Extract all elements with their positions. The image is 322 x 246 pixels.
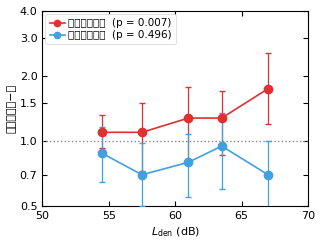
Legend: ：高感受性群  (p = 0.007), ：低感受性群  (p = 0.496): ：高感受性群 (p = 0.007), ：低感受性群 (p = 0.496) bbox=[45, 14, 176, 45]
Y-axis label: オッズ比（−）: オッズ比（−） bbox=[7, 84, 17, 133]
X-axis label: $L_\mathrm{den}$ (dB): $L_\mathrm{den}$ (dB) bbox=[151, 225, 200, 239]
